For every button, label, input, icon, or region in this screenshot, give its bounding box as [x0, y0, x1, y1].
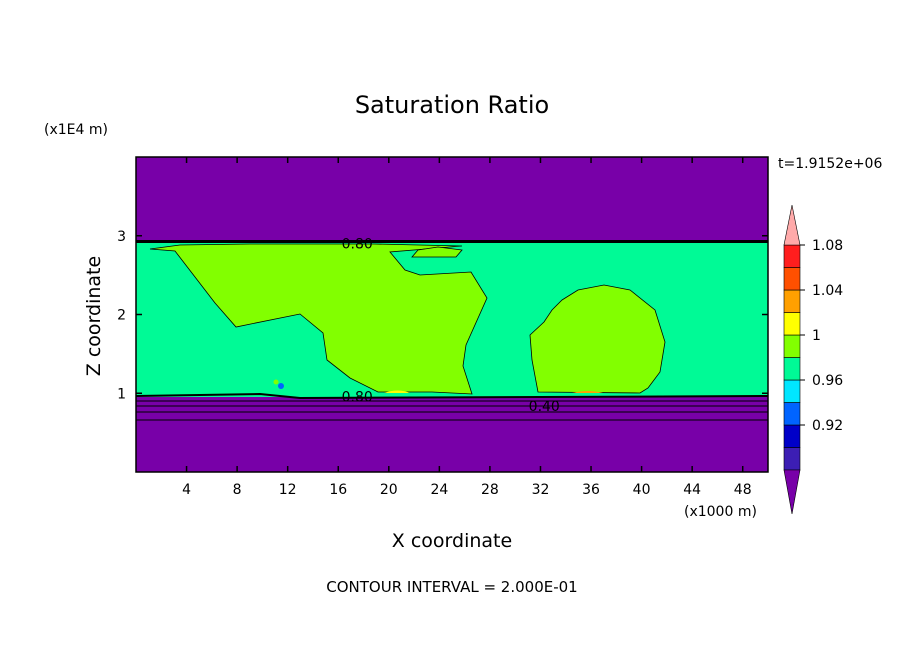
colorbar-swatch — [783, 357, 801, 381]
colorbar-swatch — [783, 402, 801, 426]
contour-labels: 0.80 0.80 0.40 — [342, 237, 560, 415]
time-label: t=1.9152e+06 — [778, 156, 882, 172]
contour-interval-footer: CONTOUR INTERVAL = 2.000E-01 — [326, 578, 577, 596]
colorbar-swatch — [783, 244, 801, 268]
x-tick-label: 16 — [329, 482, 347, 498]
x-tick-label: 12 — [279, 482, 297, 498]
colorbar-label: 0.96 — [812, 373, 843, 389]
y-axis-ticks: 1 2 3 — [117, 229, 768, 402]
x-tick-label: 36 — [582, 482, 600, 498]
cloud-blob-small — [411, 246, 463, 258]
x-tick-label: 28 — [481, 482, 499, 498]
colorbar-label: 1 — [812, 328, 821, 344]
colorbar-swatch — [783, 447, 801, 471]
supersat-patch-2 — [572, 391, 603, 393]
cloud-region-left — [149, 243, 488, 395]
colorbar-label: 0.92 — [812, 418, 843, 434]
colorbar-label: 1.04 — [812, 283, 843, 299]
x-axis-label: X coordinate — [392, 530, 512, 552]
colorbar-swatch — [783, 267, 801, 291]
x-tick-label: 48 — [734, 482, 752, 498]
colorbar-swatch — [783, 379, 801, 403]
cloud-spot — [273, 379, 279, 385]
colorbar-swatch — [783, 334, 801, 358]
colorbar-swatch — [783, 424, 801, 448]
colorbar-max-extension — [783, 204, 801, 246]
x-axis-ticks: 4 8 12 16 20 24 28 32 36 40 44 48 — [182, 157, 752, 498]
upper-contour-lines — [136, 240, 768, 243]
y-tick-label: 1 — [117, 386, 126, 402]
supersat-patch-1 — [384, 390, 410, 393]
x-tick-label: 24 — [430, 482, 448, 498]
x-tick-label: 40 — [633, 482, 651, 498]
y-unit-label: (x1E4 m) — [44, 122, 108, 138]
x-tick-label: 4 — [182, 482, 191, 498]
colorbar-swatch — [783, 289, 801, 313]
contour-label: 0.80 — [342, 237, 373, 253]
y-tick-label: 3 — [117, 229, 126, 245]
cloud-region-right — [529, 284, 666, 394]
x-tick-label: 20 — [380, 482, 398, 498]
subsat-spot — [278, 383, 284, 389]
x-tick-label: 32 — [532, 482, 550, 498]
colorbar-min-extension — [783, 469, 801, 515]
contour-label: 0.80 — [342, 389, 373, 405]
colorbar: 0.92 0.96 1 1.04 1.08 — [783, 204, 843, 515]
contour-label: 0.40 — [529, 399, 560, 415]
x-tick-label: 44 — [683, 482, 701, 498]
contour-field — [136, 157, 768, 472]
colorbar-swatch — [783, 312, 801, 336]
y-tick-label: 2 — [117, 308, 126, 324]
x-unit-label: (x1000 m) — [684, 504, 757, 520]
colorbar-label: 1.08 — [812, 238, 843, 254]
x-tick-label: 8 — [233, 482, 242, 498]
y-axis-label: Z coordinate — [83, 256, 105, 376]
chart-title: Saturation Ratio — [355, 91, 549, 119]
lower-contour-line-1 — [136, 392, 768, 400]
